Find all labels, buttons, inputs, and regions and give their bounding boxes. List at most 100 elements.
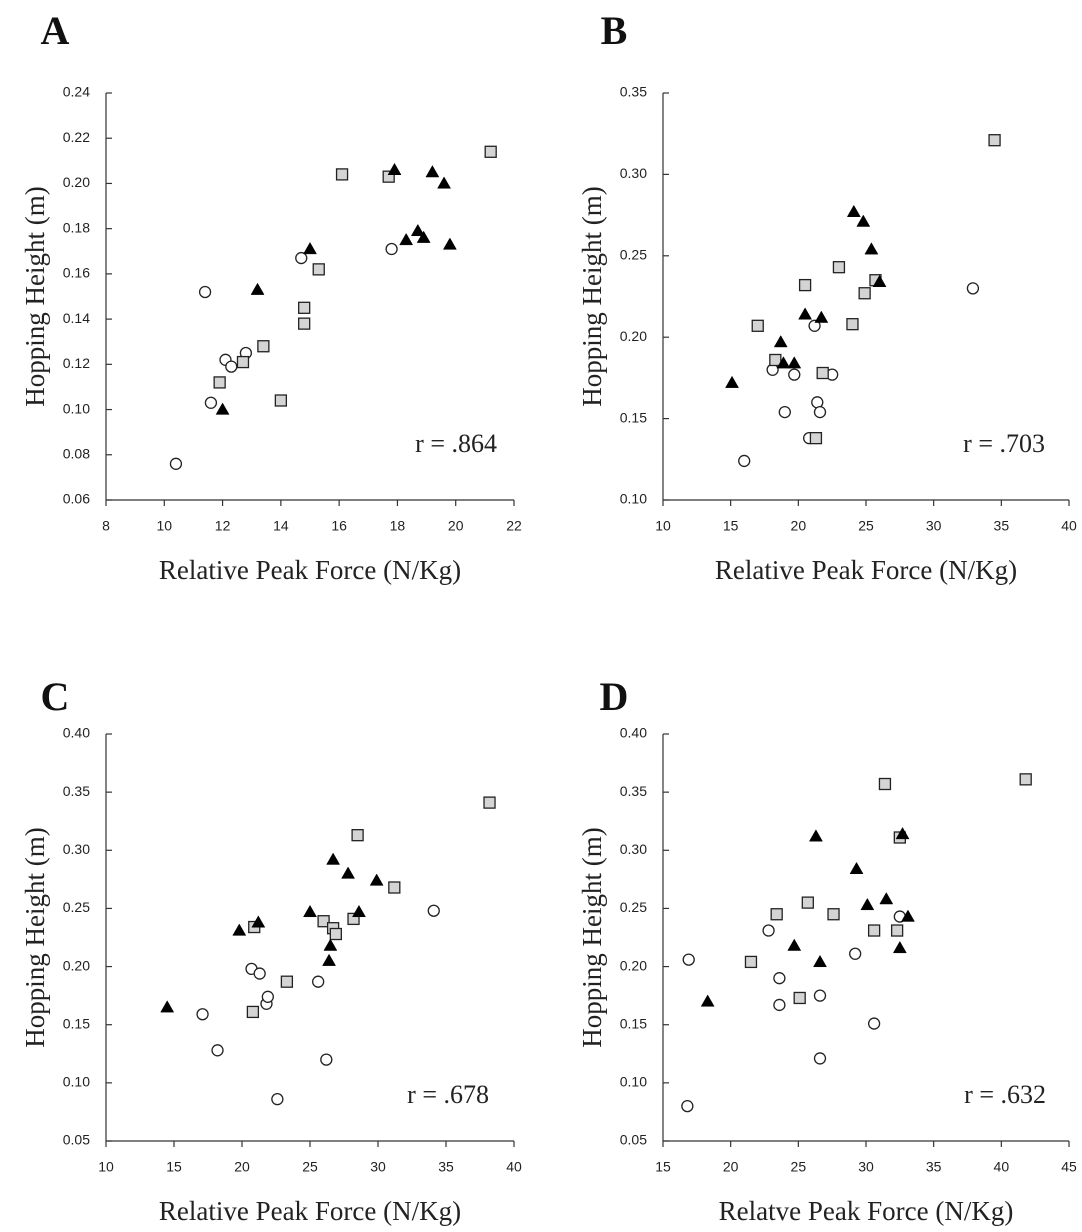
y-tick-label-c: 0.10 <box>63 1074 90 1090</box>
y-tick-label-c: 0.40 <box>63 725 90 741</box>
y-tick-label-a: 0.18 <box>63 219 90 235</box>
x-tick-label-d: 35 <box>926 1159 942 1175</box>
y-tick-label-b: 0.10 <box>620 491 647 507</box>
x-tick-label-b: 40 <box>1061 518 1077 534</box>
point-square-a <box>213 376 226 389</box>
point-square-b <box>858 287 871 300</box>
point-circle-a <box>225 360 238 373</box>
point-circle-c <box>261 990 274 1003</box>
point-circle-d <box>682 953 695 966</box>
y-tick-label-a: 0.14 <box>63 310 90 326</box>
x-tick-label-b: 20 <box>791 518 807 534</box>
y-tick-label-d: 0.15 <box>620 1015 647 1031</box>
point-triangle-b <box>776 356 791 369</box>
point-circle-c <box>211 1044 224 1057</box>
x-tick-label-a: 8 <box>102 518 110 534</box>
point-triangle-d <box>901 909 915 922</box>
point-square-a <box>298 317 311 330</box>
point-square-a <box>484 145 497 158</box>
point-circle-b <box>738 454 751 468</box>
x-tick-label-b: 10 <box>655 518 671 534</box>
point-circle-c <box>253 967 266 980</box>
y-tick-label-d: 0.30 <box>620 841 647 857</box>
point-square-b <box>798 278 812 292</box>
point-triangle-b <box>773 335 788 348</box>
x-tick-label-d: 45 <box>1061 1159 1077 1175</box>
point-square-a <box>312 263 325 276</box>
point-square-a <box>257 340 270 353</box>
x-tick-label-b: 35 <box>994 518 1010 534</box>
point-triangle-a <box>303 242 317 255</box>
point-triangle-a <box>387 162 402 176</box>
point-triangle-d <box>879 892 894 905</box>
y-tick-label-c: 0.15 <box>63 1015 90 1031</box>
point-circle-c <box>312 975 325 988</box>
point-circle-d <box>849 947 862 960</box>
point-circle-d <box>867 1017 881 1030</box>
point-square-b <box>769 353 782 367</box>
y-tick-label-c: 0.25 <box>63 899 90 915</box>
point-triangle-d <box>808 829 823 842</box>
point-square-a <box>274 394 288 407</box>
x-tick-label-d: 20 <box>723 1159 739 1175</box>
point-square-c <box>317 915 330 928</box>
point-circle-d <box>813 989 827 1002</box>
point-square-d <box>801 896 814 909</box>
point-square-d <box>793 991 806 1005</box>
point-circle-a <box>169 457 183 470</box>
x-tick-label-b: 15 <box>723 518 739 534</box>
correlation-label-a: r = .864 <box>415 429 497 458</box>
point-triangle-c <box>322 953 336 966</box>
y-tick-label-c: 0.05 <box>63 1132 90 1148</box>
point-square-b <box>751 319 764 332</box>
point-square-a <box>298 301 311 314</box>
point-triangle-b <box>856 214 871 227</box>
point-square-a <box>335 168 349 181</box>
panel-letter-d: D <box>600 674 629 719</box>
y-tick-label-d: 0.10 <box>620 1074 647 1090</box>
point-triangle-c <box>341 866 356 879</box>
y-tick-label-c: 0.35 <box>63 783 90 799</box>
point-circle-a <box>385 242 398 256</box>
point-circle-b <box>788 368 801 381</box>
point-triangle-a <box>399 232 414 246</box>
point-square-c <box>483 796 496 809</box>
point-triangle-c <box>352 904 366 918</box>
y-tick-label-b: 0.15 <box>620 409 647 425</box>
point-square-d <box>770 908 783 921</box>
x-axis-title-c: Relative Peak Force (N/Kg) <box>159 1196 461 1226</box>
y-tick-label-c: 0.30 <box>63 841 90 857</box>
panel-letter-a: A <box>41 8 70 53</box>
y-tick-label-d: 0.25 <box>620 899 647 915</box>
point-square-d <box>1019 773 1032 786</box>
correlation-label-b: r = .703 <box>963 429 1045 458</box>
y-tick-label-a: 0.06 <box>63 491 90 507</box>
point-square-b <box>832 261 846 274</box>
x-tick-label-c: 15 <box>166 1159 182 1175</box>
point-circle-a <box>198 285 212 299</box>
point-triangle-d <box>860 897 875 911</box>
x-tick-label-a: 12 <box>215 518 231 534</box>
point-triangle-a <box>215 402 230 415</box>
point-circle-b <box>808 319 821 332</box>
x-tick-label-a: 14 <box>273 518 289 534</box>
x-tick-label-a: 18 <box>390 518 406 534</box>
point-triangle-c <box>251 915 266 928</box>
x-tick-label-c: 35 <box>438 1159 454 1175</box>
x-tick-label-d: 15 <box>655 1159 671 1175</box>
point-square-c <box>388 881 401 894</box>
y-tick-label-a: 0.10 <box>63 400 90 416</box>
point-circle-c <box>427 904 440 917</box>
point-square-b <box>816 366 829 380</box>
y-tick-label-a: 0.12 <box>63 355 90 371</box>
point-triangle-d <box>813 954 827 968</box>
point-square-c <box>351 829 364 842</box>
point-circle-d <box>681 1099 694 1113</box>
point-square-c <box>329 927 342 941</box>
point-square-b <box>846 318 859 331</box>
point-triangle-a <box>442 237 457 250</box>
point-triangle-b <box>798 307 813 320</box>
point-triangle-c <box>303 904 317 918</box>
point-square-d <box>744 955 758 969</box>
point-square-b <box>988 134 1001 147</box>
